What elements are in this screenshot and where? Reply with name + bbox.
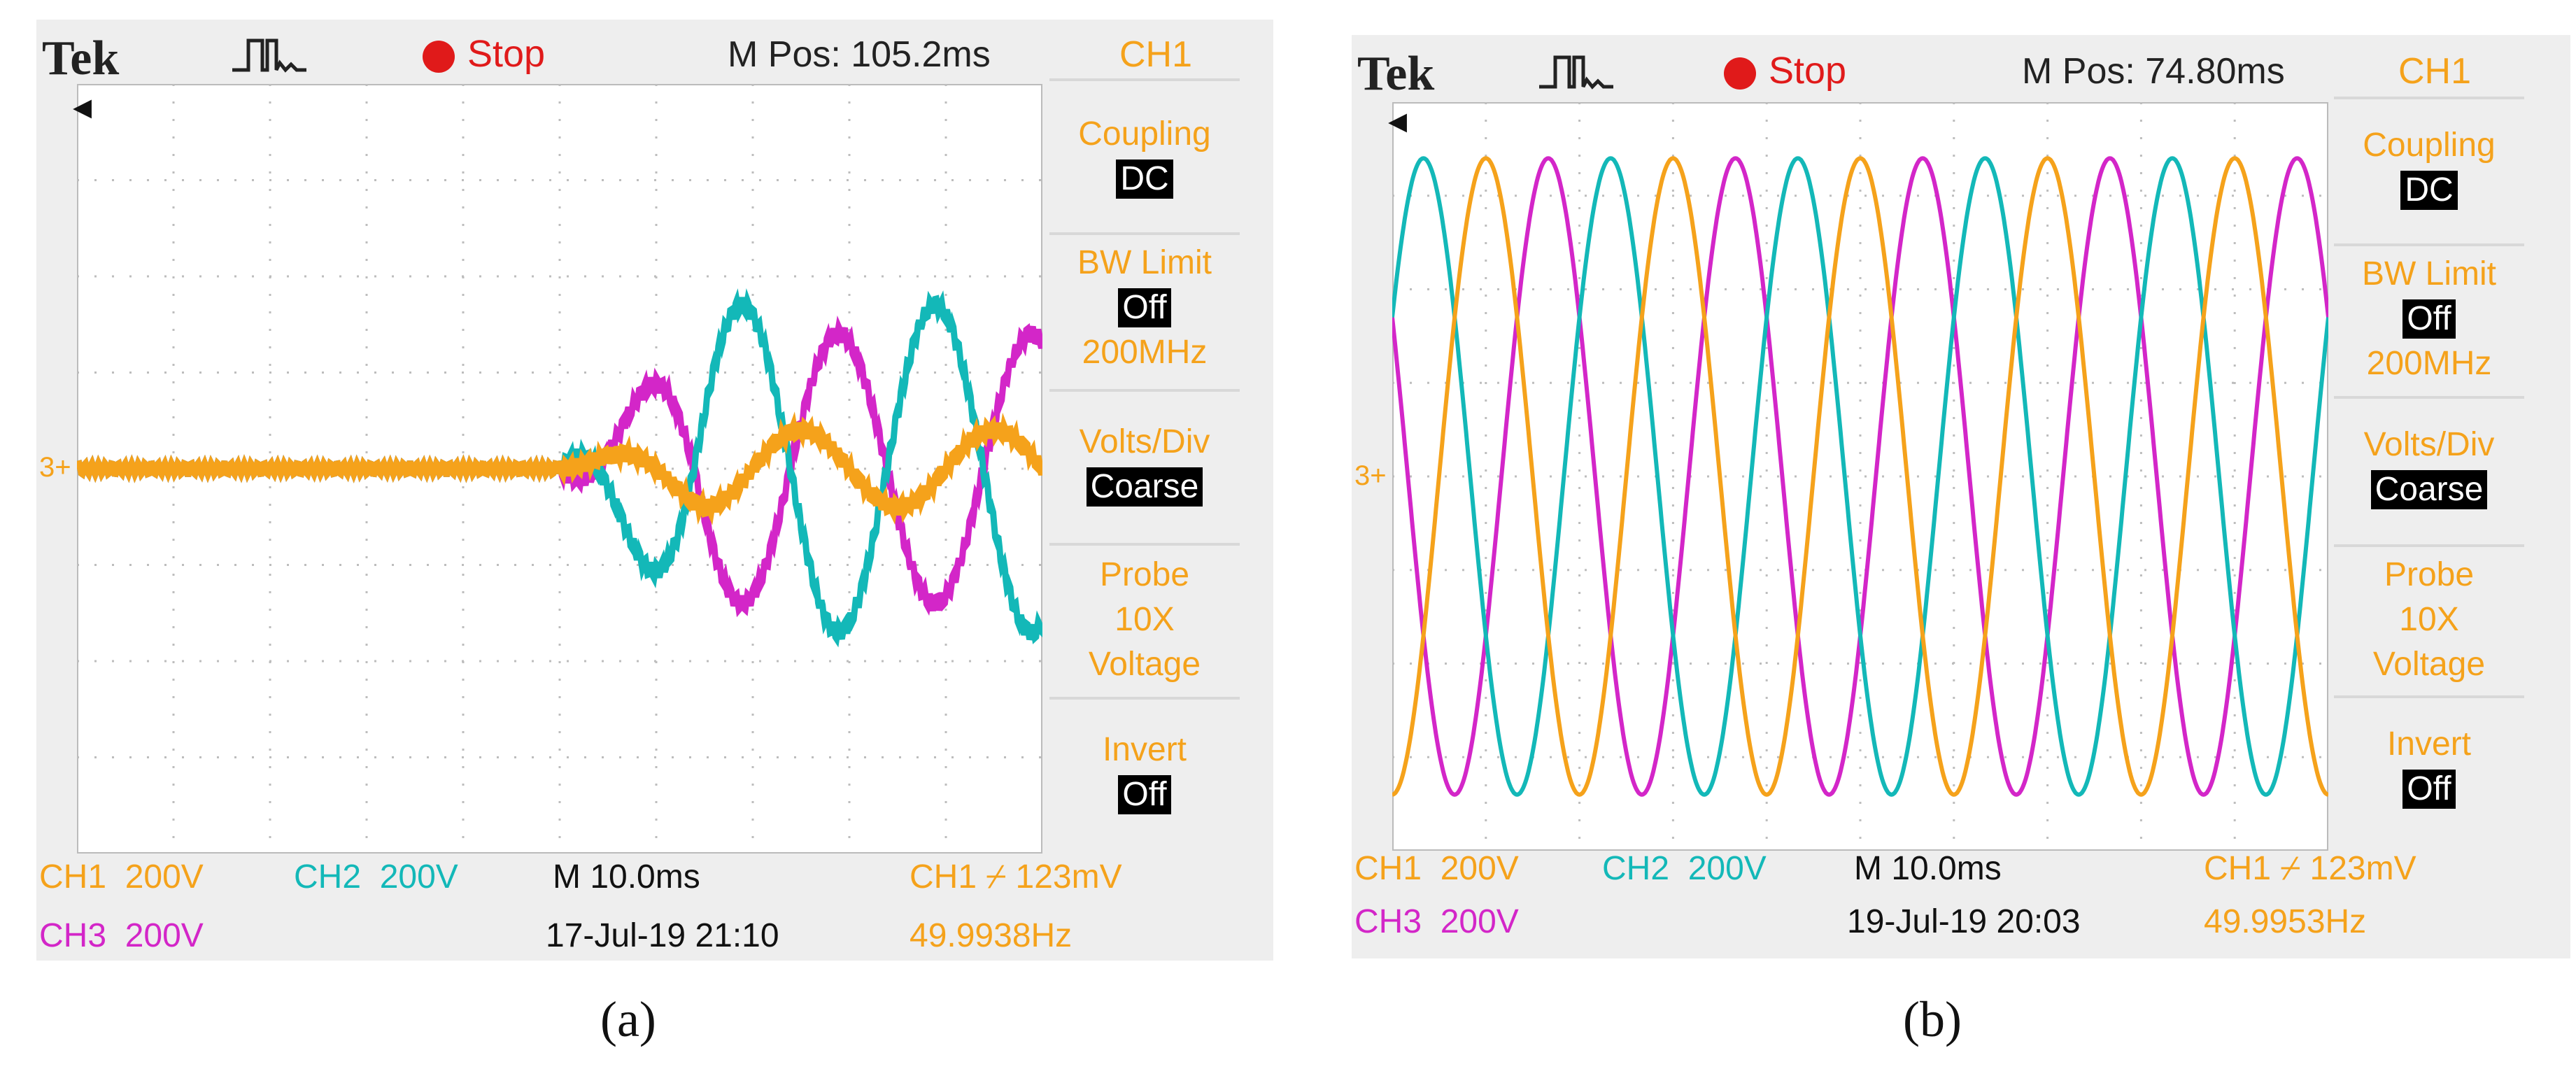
marker-label: 3+ [39,452,71,483]
frequency-readout: 49.9953Hz [2204,903,2367,940]
ch1-scale: CH1 200V [1354,850,1519,887]
ch2-scale: CH2 200V [294,858,458,895]
trigger-readout: CH1 ⌿ 123mV [910,858,1122,895]
waveform-plot-a [77,84,1042,854]
caption-b: (b) [1903,991,1962,1047]
scope-panel-a: Tek Stop M Pos: 105.2ms CH1 3+ ◂ Couplin… [0,0,1287,1069]
stop-icon [1724,57,1756,90]
menu-bw-limit[interactable]: BW Limit Off 200MHz [1053,241,1236,375]
status-label: Stop [467,33,546,75]
acquire-icon [232,38,306,73]
frequency-readout: 49.9938Hz [910,917,1073,954]
menu-label: BW Limit [2362,255,2496,292]
menu-coupling[interactable]: Coupling DC [1053,112,1236,201]
trigger-readout: CH1 ⌿ 123mV [2204,850,2416,887]
menu-value: DC [2400,171,2458,210]
run-status: Stop [423,32,545,76]
scope-panel-b: Tek Stop M Pos: 74.80ms CH1 3+ ◂ Couplin… [1315,0,2576,1069]
menu-label: Volts/Div [2363,426,2495,463]
plot-frame [1392,102,2328,851]
marker-label: 3+ [1354,460,1387,491]
menu-volts-div[interactable]: Volts/Div Coarse [2337,423,2521,512]
menu-title: CH1 [2398,51,2472,92]
menu-extra: 10X Voltage [2372,601,2486,683]
trigger-arrow-icon: ◂ [1388,99,1408,141]
menu-title: CH1 [1119,34,1193,75]
m-pos-readout: M Pos: 105.2ms [728,34,991,75]
stop-icon [423,40,455,73]
timebase: M 10.0ms [1854,850,2002,887]
menu-value: Off [2402,770,2456,809]
trigger-arrow-icon: ◂ [73,85,92,127]
menu-label: Invert [1102,731,1187,768]
m-pos-readout: M Pos: 74.80ms [2022,51,2285,92]
menu-label: Probe [2384,556,2475,593]
menu-value: Coarse [1086,467,1203,507]
ch1-scale: CH1 200V [39,858,204,895]
menu-extra: 10X Voltage [1088,601,1201,683]
menu-value: Off [1118,775,1171,814]
menu-label: Coupling [2363,127,2496,164]
menu-invert[interactable]: Invert Off [1053,728,1236,817]
series-ch1-line [1392,156,2328,797]
menu-value: Off [2402,299,2456,339]
menu-value: Coarse [2370,470,2488,509]
waveform-plot-b [1392,102,2328,851]
timebase: M 10.0ms [553,858,700,895]
menu-value: DC [1116,160,1173,199]
menu-probe[interactable]: Probe 10X Voltage [2337,553,2521,687]
acquire-icon [1539,55,1613,90]
status-label: Stop [1769,50,1847,92]
menu-probe[interactable]: Probe 10X Voltage [1053,553,1236,687]
menu-extra: 200MHz [2366,345,2492,382]
ch3-scale: CH3 200V [39,917,204,954]
menu-label: Volts/Div [1079,423,1210,460]
menu-label: BW Limit [1077,244,1212,281]
series-ch1-line [77,411,1042,525]
menu-coupling[interactable]: Coupling DC [2337,123,2521,213]
menu-label: Probe [1099,556,1190,593]
menu-extra: 200MHz [1082,334,1208,371]
ch3-scale: CH3 200V [1354,903,1519,940]
date-time: 17-Jul-19 21:10 [546,917,779,954]
menu-invert[interactable]: Invert Off [2337,722,2521,812]
date-time: 19-Jul-19 20:03 [1847,903,2081,940]
brand-logo: Tek [42,31,120,85]
ch2-scale: CH2 200V [1602,850,1767,887]
menu-volts-div[interactable]: Volts/Div Coarse [1053,420,1236,509]
caption-a: (a) [600,991,656,1047]
menu-label: Coupling [1078,115,1211,153]
menu-value: Off [1118,288,1171,327]
run-status: Stop [1724,49,1846,92]
menu-bw-limit[interactable]: BW Limit Off 200MHz [2337,252,2521,386]
menu-label: Invert [2386,725,2472,763]
brand-logo: Tek [1357,47,1435,101]
